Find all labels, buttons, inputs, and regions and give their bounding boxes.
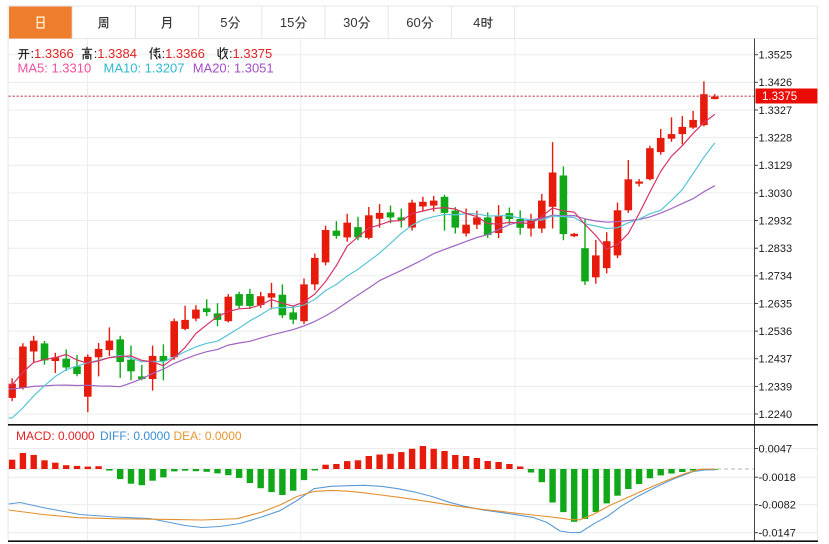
svg-text:1.3366: 1.3366 (34, 46, 74, 61)
svg-text:MACD: 0.0000: MACD: 0.0000 (16, 429, 95, 443)
svg-text:0.0047: 0.0047 (759, 443, 793, 455)
svg-text:30: 30 (343, 15, 357, 30)
svg-text:-0.0082: -0.0082 (759, 500, 796, 512)
svg-text:1.3327: 1.3327 (759, 105, 793, 117)
svg-text:DEA: 0.0000: DEA: 0.0000 (174, 429, 242, 443)
svg-text:60: 60 (406, 15, 420, 30)
svg-text:1.2536: 1.2536 (759, 326, 793, 338)
svg-text:5: 5 (220, 15, 227, 30)
svg-text:1.3375: 1.3375 (233, 46, 273, 61)
svg-text:MA5: 1.3310: MA5: 1.3310 (18, 61, 92, 76)
svg-text:1.2932: 1.2932 (759, 215, 793, 227)
svg-text::: : (31, 46, 35, 61)
svg-text:1.2240: 1.2240 (759, 409, 793, 421)
svg-text::: : (94, 46, 98, 61)
svg-text:MA20: 1.3051: MA20: 1.3051 (193, 61, 274, 76)
svg-text:1.3228: 1.3228 (759, 133, 793, 145)
svg-text::: : (162, 46, 166, 61)
svg-text:1.2833: 1.2833 (759, 243, 793, 255)
svg-text:1.2734: 1.2734 (759, 271, 793, 283)
svg-text:1.2635: 1.2635 (759, 298, 793, 310)
svg-text::: : (229, 46, 233, 61)
svg-text:1.3030: 1.3030 (759, 188, 793, 200)
svg-text:1.3384: 1.3384 (97, 46, 137, 61)
svg-text:1.3525: 1.3525 (759, 50, 793, 62)
svg-text:1.3375: 1.3375 (762, 91, 797, 103)
svg-text:1.2437: 1.2437 (759, 354, 793, 366)
svg-text:15: 15 (280, 15, 294, 30)
svg-text:1.2339: 1.2339 (759, 381, 793, 393)
svg-text:4: 4 (473, 15, 480, 30)
svg-text:1.3129: 1.3129 (759, 160, 793, 172)
svg-text:-0.0147: -0.0147 (759, 528, 796, 540)
svg-text:DIFF: 0.0000: DIFF: 0.0000 (100, 429, 170, 443)
svg-text:MA10: 1.3207: MA10: 1.3207 (104, 61, 185, 76)
svg-text:1.3426: 1.3426 (759, 77, 793, 89)
svg-text:-0.0018: -0.0018 (759, 472, 796, 484)
svg-text:1.3366: 1.3366 (165, 46, 205, 61)
